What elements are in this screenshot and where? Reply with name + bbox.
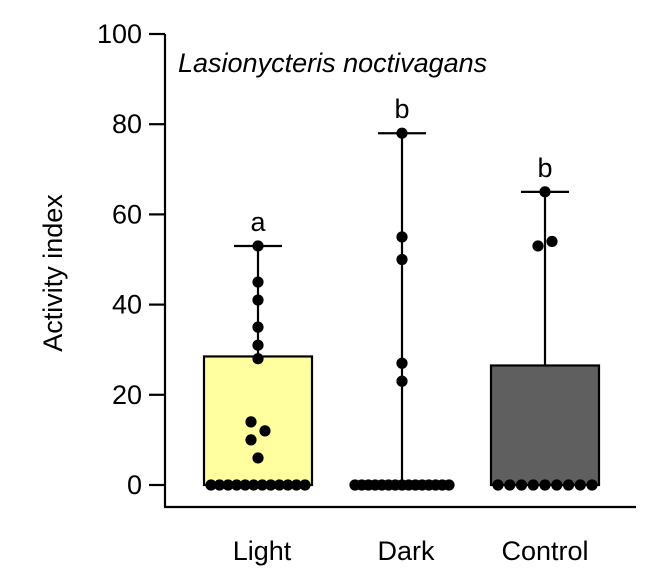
- y-axis-title: Activity index: [38, 194, 68, 352]
- data-point-dark: [396, 357, 408, 369]
- data-point-control: [551, 479, 563, 491]
- data-point-control: [539, 479, 551, 491]
- data-point-light: [265, 479, 277, 491]
- data-point-control: [492, 479, 504, 491]
- data-point-light: [273, 479, 285, 491]
- data-point-control: [574, 479, 586, 491]
- significance-label-light: a: [250, 207, 266, 237]
- data-point-light: [245, 416, 257, 428]
- data-point-light: [256, 479, 268, 491]
- data-point-control: [586, 479, 598, 491]
- data-point-dark: [396, 253, 408, 266]
- data-point-light: [252, 240, 264, 252]
- data-point-light: [259, 425, 271, 437]
- data-point-light: [213, 479, 226, 491]
- x-tick-label-dark: Dark: [377, 536, 435, 566]
- data-point-dark: [443, 479, 455, 491]
- data-point-control: [527, 479, 539, 491]
- data-points: [205, 127, 598, 491]
- data-point-light: [299, 479, 311, 491]
- data-point-light: [290, 479, 303, 491]
- y-tick-label: 40: [112, 290, 142, 320]
- y-tick-label: 20: [112, 380, 142, 410]
- significance-label-dark: b: [394, 94, 409, 124]
- data-point-light: [248, 479, 260, 491]
- data-point-light: [252, 294, 264, 306]
- y-tick-label: 60: [112, 199, 142, 229]
- data-point-light: [282, 479, 294, 491]
- data-point-light: [252, 339, 264, 351]
- x-tick-label-control: Control: [501, 536, 588, 566]
- significance-label-control: b: [537, 153, 552, 183]
- bar-light: [202, 355, 314, 487]
- data-point-control: [504, 479, 516, 491]
- chart-title: Lasionycteris noctivagans: [178, 48, 487, 78]
- data-point-dark: [396, 375, 408, 387]
- x-axis-tick-labels: Light Dark Control: [233, 536, 589, 566]
- y-tick-label: 0: [127, 470, 142, 500]
- data-point-light: [252, 321, 264, 333]
- data-point-control: [515, 479, 528, 491]
- data-point-light: [252, 276, 264, 288]
- data-point-light: [222, 479, 234, 491]
- data-point-control: [546, 235, 558, 248]
- data-point-control: [532, 240, 544, 252]
- y-axis-ticks: 0 20 40 60 80 100: [97, 19, 165, 500]
- bar-control: [489, 364, 601, 487]
- data-point-light: [252, 452, 264, 464]
- data-point-light: [231, 479, 243, 491]
- data-point-dark: [396, 231, 408, 243]
- y-tick-label: 100: [97, 19, 142, 49]
- data-point-light: [245, 434, 257, 446]
- data-point-control: [539, 186, 551, 198]
- y-tick-label: 80: [112, 109, 142, 139]
- data-point-light: [205, 479, 217, 491]
- data-point-light: [252, 353, 264, 365]
- data-point-control: [562, 479, 575, 491]
- x-tick-label-light: Light: [233, 536, 292, 566]
- data-point-light: [239, 479, 251, 491]
- data-point-dark: [396, 127, 408, 139]
